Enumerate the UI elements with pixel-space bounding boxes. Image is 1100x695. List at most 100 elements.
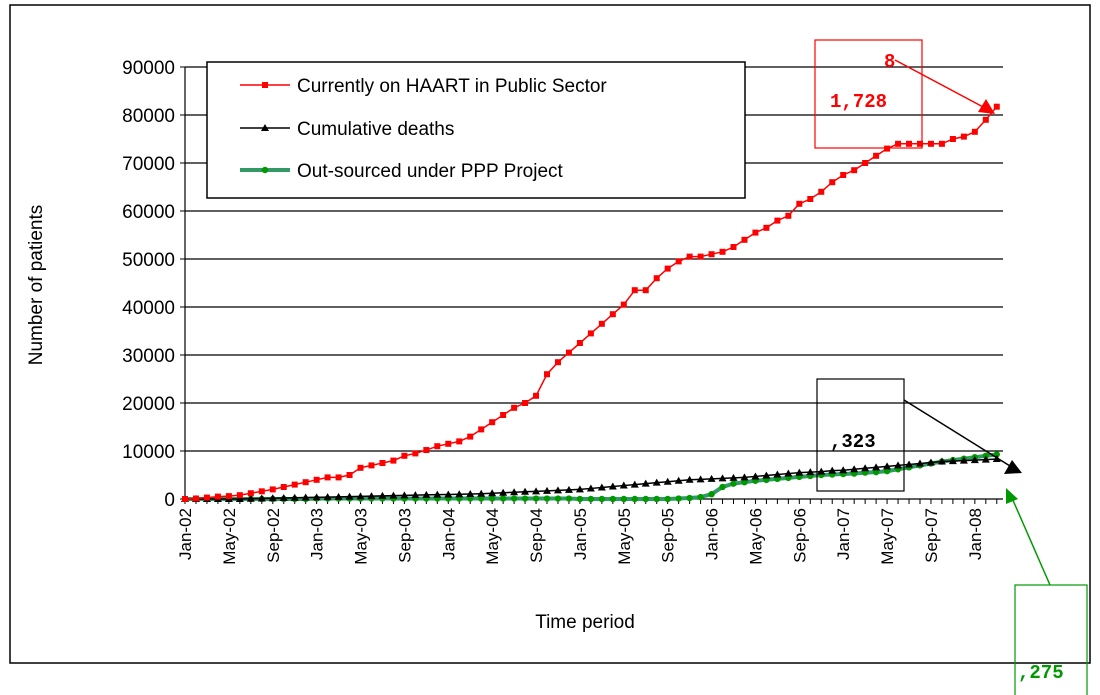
y-tick-label: 60000 bbox=[122, 202, 175, 223]
x-tick-label: May-06 bbox=[746, 508, 765, 565]
point bbox=[499, 495, 507, 502]
point bbox=[378, 491, 387, 499]
point bbox=[686, 253, 693, 260]
point bbox=[730, 480, 737, 487]
point bbox=[817, 467, 826, 475]
point bbox=[499, 488, 508, 496]
x-tick-label: Sep-03 bbox=[395, 508, 414, 563]
point bbox=[356, 492, 365, 500]
point bbox=[488, 489, 497, 497]
point bbox=[796, 200, 803, 207]
point bbox=[554, 359, 561, 366]
point bbox=[608, 482, 617, 490]
point bbox=[937, 457, 946, 465]
point bbox=[576, 340, 583, 346]
point bbox=[840, 172, 847, 178]
point bbox=[565, 495, 573, 502]
point bbox=[719, 483, 726, 491]
point bbox=[730, 244, 737, 250]
point bbox=[544, 371, 551, 378]
point bbox=[510, 488, 519, 496]
point bbox=[521, 487, 530, 495]
point bbox=[268, 494, 277, 502]
y-tick-label: 50000 bbox=[122, 250, 175, 271]
point bbox=[564, 485, 573, 493]
point bbox=[324, 474, 331, 481]
annotation: ,275 bbox=[1018, 662, 1064, 684]
point bbox=[784, 469, 793, 477]
point bbox=[740, 473, 749, 481]
point bbox=[982, 116, 989, 123]
point bbox=[981, 455, 990, 463]
x-tick-label: Jan-06 bbox=[703, 508, 722, 560]
point bbox=[587, 495, 595, 503]
point bbox=[970, 456, 979, 464]
point bbox=[587, 330, 594, 337]
y-tick-label: 0 bbox=[164, 490, 175, 511]
arrow-head bbox=[1006, 488, 1018, 504]
point bbox=[862, 160, 869, 166]
point bbox=[697, 253, 704, 260]
point bbox=[290, 493, 299, 501]
x-tick-label: Sep-02 bbox=[264, 508, 283, 563]
point bbox=[773, 470, 782, 478]
point bbox=[609, 495, 617, 503]
point bbox=[455, 490, 464, 498]
legend-label: Cumulative deaths bbox=[297, 119, 454, 140]
annotations: 8 1,728 ,323 ,275 bbox=[814, 39, 1088, 695]
point bbox=[345, 492, 354, 500]
point bbox=[807, 196, 814, 202]
series-line bbox=[185, 458, 997, 500]
point bbox=[400, 491, 409, 499]
point bbox=[906, 140, 913, 147]
point bbox=[423, 447, 430, 454]
plot-area: 0 10000 20000 30000 40000 50000 60000 70000 8000… bbox=[122, 58, 1003, 565]
y-tick-label: 30000 bbox=[122, 346, 175, 367]
point bbox=[280, 484, 287, 490]
point bbox=[675, 495, 682, 502]
point bbox=[586, 484, 595, 492]
point bbox=[489, 419, 496, 426]
point bbox=[642, 495, 649, 503]
point bbox=[884, 145, 891, 152]
point bbox=[235, 495, 244, 502]
point bbox=[368, 462, 375, 469]
point bbox=[971, 128, 978, 135]
point bbox=[467, 433, 474, 440]
point bbox=[598, 320, 605, 327]
point bbox=[576, 495, 584, 503]
point bbox=[597, 483, 606, 491]
annotation-box bbox=[1014, 584, 1088, 695]
point bbox=[664, 265, 671, 272]
point bbox=[182, 496, 188, 502]
point bbox=[641, 479, 650, 487]
y-tick-label: 80000 bbox=[122, 106, 175, 127]
point bbox=[895, 140, 902, 147]
point bbox=[873, 152, 880, 159]
x-tick-label: Sep-05 bbox=[659, 508, 678, 563]
point bbox=[390, 457, 397, 464]
point bbox=[543, 486, 552, 494]
x-tick-label: May-03 bbox=[352, 508, 371, 565]
point bbox=[225, 493, 232, 500]
point bbox=[993, 103, 1000, 110]
point bbox=[312, 493, 321, 501]
point bbox=[839, 466, 848, 474]
point bbox=[323, 493, 332, 501]
point bbox=[751, 472, 760, 480]
point bbox=[522, 400, 529, 406]
legend-label: Out-sourced under PPP Project bbox=[297, 161, 564, 182]
x-tick-label: Jan-07 bbox=[834, 508, 853, 560]
point bbox=[214, 493, 221, 500]
point bbox=[357, 464, 364, 471]
point bbox=[883, 462, 892, 470]
point bbox=[718, 474, 727, 482]
point bbox=[203, 494, 210, 501]
annotation: 8 bbox=[884, 51, 895, 73]
point bbox=[521, 495, 529, 502]
point bbox=[434, 443, 441, 450]
annotation-arrow bbox=[894, 59, 986, 109]
annotation: 1,728 bbox=[830, 91, 887, 113]
point bbox=[302, 479, 309, 486]
